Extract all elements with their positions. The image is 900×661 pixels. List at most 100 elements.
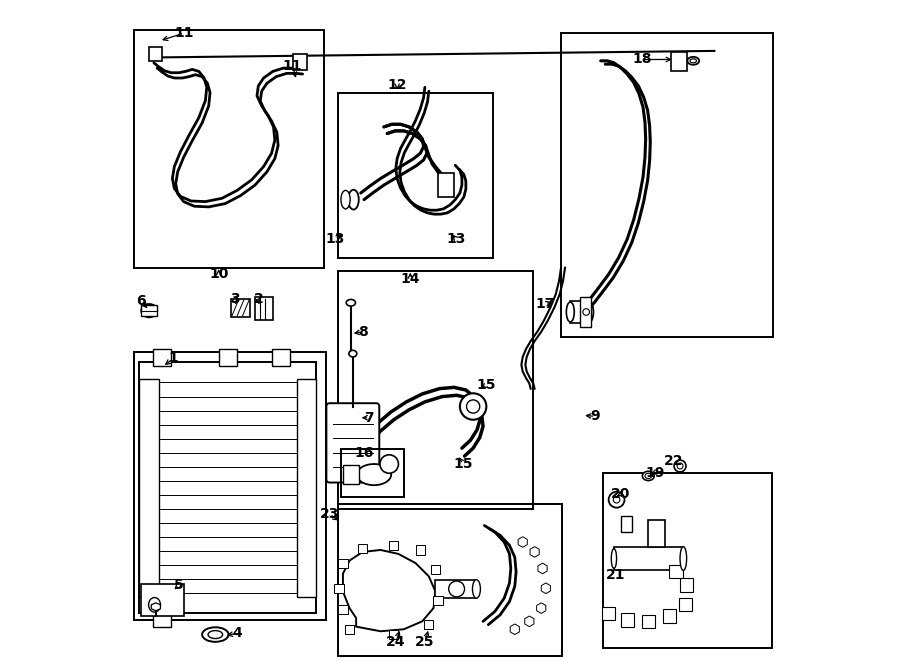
- Text: 16: 16: [355, 446, 374, 460]
- Ellipse shape: [688, 57, 699, 65]
- Polygon shape: [338, 559, 347, 568]
- Ellipse shape: [690, 59, 697, 63]
- Ellipse shape: [349, 350, 356, 357]
- Polygon shape: [424, 620, 434, 629]
- Ellipse shape: [348, 190, 359, 210]
- Bar: [338, 504, 562, 656]
- Ellipse shape: [643, 471, 654, 481]
- Polygon shape: [434, 596, 443, 605]
- Bar: [648, 520, 665, 547]
- Bar: [614, 547, 683, 570]
- Ellipse shape: [680, 547, 687, 570]
- Polygon shape: [602, 607, 616, 620]
- Text: 3: 3: [230, 292, 239, 307]
- Ellipse shape: [677, 463, 683, 469]
- Text: 11: 11: [283, 59, 302, 73]
- Text: 14: 14: [400, 272, 420, 286]
- Ellipse shape: [208, 631, 222, 639]
- Text: 11: 11: [175, 26, 194, 40]
- Text: 22: 22: [663, 454, 683, 469]
- Bar: [141, 584, 184, 616]
- Bar: [338, 271, 533, 509]
- Polygon shape: [255, 297, 273, 320]
- Bar: [140, 362, 317, 613]
- Polygon shape: [438, 173, 454, 197]
- Polygon shape: [431, 565, 440, 574]
- Polygon shape: [343, 550, 436, 631]
- Text: 20: 20: [611, 487, 630, 502]
- Text: 2: 2: [254, 292, 263, 307]
- FancyBboxPatch shape: [327, 403, 379, 483]
- Polygon shape: [620, 613, 634, 627]
- Text: 7: 7: [364, 410, 374, 425]
- Bar: [219, 349, 238, 366]
- Text: 17: 17: [536, 297, 555, 311]
- Circle shape: [608, 492, 625, 508]
- Bar: [561, 33, 772, 337]
- Text: 12: 12: [387, 77, 407, 92]
- Polygon shape: [580, 297, 591, 327]
- Text: 15: 15: [477, 377, 496, 392]
- Ellipse shape: [148, 598, 160, 612]
- Polygon shape: [671, 52, 687, 71]
- Bar: [141, 305, 158, 316]
- Bar: [341, 449, 404, 497]
- Circle shape: [583, 309, 590, 315]
- Bar: [620, 516, 633, 532]
- Text: 6: 6: [137, 293, 146, 308]
- Ellipse shape: [584, 301, 593, 323]
- Circle shape: [466, 400, 480, 413]
- Text: 19: 19: [645, 465, 664, 480]
- Polygon shape: [670, 565, 683, 578]
- Text: 21: 21: [606, 568, 625, 582]
- Ellipse shape: [566, 302, 574, 322]
- Text: 18: 18: [632, 52, 652, 67]
- Text: 13: 13: [447, 232, 466, 247]
- Bar: [134, 30, 324, 268]
- Ellipse shape: [645, 473, 652, 479]
- Polygon shape: [151, 603, 160, 611]
- Bar: [343, 465, 359, 484]
- Text: 5: 5: [174, 578, 184, 592]
- Text: 24: 24: [386, 635, 406, 650]
- Polygon shape: [680, 578, 693, 592]
- Text: 25: 25: [415, 635, 435, 650]
- Bar: [436, 580, 476, 598]
- Bar: [272, 349, 290, 366]
- Ellipse shape: [202, 627, 229, 642]
- Polygon shape: [642, 615, 655, 628]
- Text: 15: 15: [454, 457, 473, 471]
- Ellipse shape: [674, 460, 686, 472]
- Bar: [297, 379, 317, 597]
- Polygon shape: [292, 54, 307, 70]
- Ellipse shape: [141, 304, 158, 317]
- Ellipse shape: [356, 464, 392, 485]
- Polygon shape: [148, 47, 163, 61]
- Polygon shape: [230, 299, 250, 317]
- Polygon shape: [389, 541, 399, 550]
- Text: 8: 8: [358, 325, 367, 339]
- Bar: [140, 379, 159, 597]
- Bar: [338, 93, 493, 258]
- Text: 1: 1: [169, 351, 178, 366]
- Polygon shape: [679, 598, 692, 611]
- Ellipse shape: [341, 190, 350, 209]
- Text: 10: 10: [209, 267, 229, 282]
- Bar: [153, 612, 171, 627]
- Circle shape: [460, 393, 486, 420]
- Circle shape: [613, 496, 620, 503]
- Ellipse shape: [472, 580, 481, 598]
- Bar: [153, 349, 171, 366]
- Bar: [134, 352, 326, 620]
- Polygon shape: [334, 584, 344, 593]
- Polygon shape: [662, 609, 676, 623]
- Text: 9: 9: [590, 409, 600, 424]
- Polygon shape: [345, 625, 355, 634]
- Polygon shape: [389, 630, 399, 639]
- Bar: [603, 473, 772, 648]
- Ellipse shape: [346, 299, 356, 306]
- Text: 23: 23: [320, 507, 339, 522]
- Bar: [571, 301, 590, 323]
- Circle shape: [380, 455, 399, 473]
- Text: 4: 4: [232, 626, 242, 641]
